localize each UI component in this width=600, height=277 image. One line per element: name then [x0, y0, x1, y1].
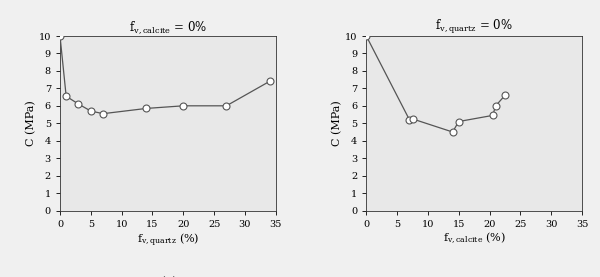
- Title: $\mathregular{f_{v,quartz}}$ = 0%: $\mathregular{f_{v,quartz}}$ = 0%: [435, 18, 513, 36]
- X-axis label: $\mathregular{f_{v,calcite}}$ (%): $\mathregular{f_{v,calcite}}$ (%): [443, 231, 506, 247]
- Y-axis label: C (MPa): C (MPa): [332, 100, 342, 146]
- X-axis label: $\mathregular{f_{v,quartz}}$ (%): $\mathregular{f_{v,quartz}}$ (%): [137, 231, 199, 249]
- Y-axis label: C (MPa): C (MPa): [26, 100, 36, 146]
- Title: $\mathregular{f_{v,calcite}}$ = 0%: $\mathregular{f_{v,calcite}}$ = 0%: [128, 20, 207, 35]
